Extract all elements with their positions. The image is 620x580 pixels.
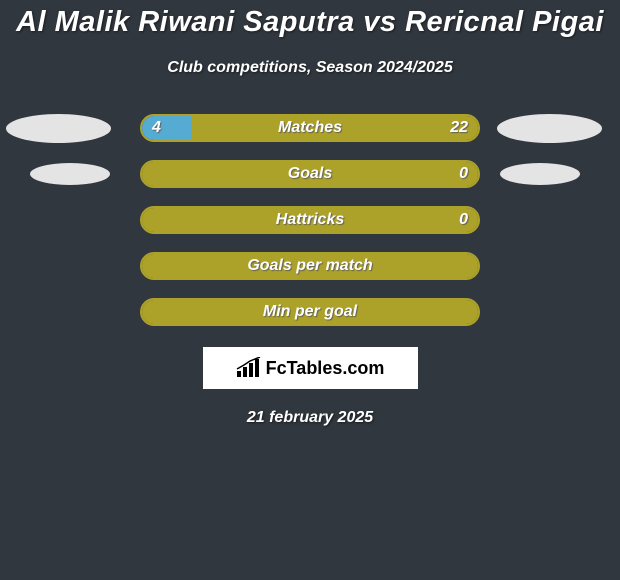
- logo-box: FcTables.com: [203, 347, 418, 389]
- player1-avatar-small: [30, 163, 110, 185]
- bar-right-value: 0: [459, 211, 468, 229]
- stat-row: 4 Matches 22: [0, 105, 620, 151]
- bars-icon: [236, 357, 262, 379]
- bar-left-fill: [142, 116, 192, 140]
- stat-row: Min per goal: [0, 289, 620, 335]
- player2-avatar-small: [500, 163, 580, 185]
- stat-bar-gpm: Goals per match: [140, 252, 480, 280]
- stat-row: Goals 0: [0, 151, 620, 197]
- player1-avatar: [6, 114, 111, 143]
- player2-avatar: [497, 114, 602, 143]
- stat-bar-hattricks: Hattricks 0: [140, 206, 480, 234]
- bar-label: Goals per match: [247, 257, 372, 275]
- page-title: Al Malik Riwani Saputra vs Rericnal Piga…: [0, 0, 620, 39]
- bar-left-value: 4: [152, 119, 161, 137]
- logo-text: FcTables.com: [266, 358, 385, 379]
- stat-row: Goals per match: [0, 243, 620, 289]
- bar-label: Hattricks: [276, 211, 344, 229]
- comparison-rows: 4 Matches 22 Goals 0 Hattricks 0 Goa: [0, 105, 620, 335]
- bar-right-value: 22: [450, 119, 468, 137]
- date-text: 21 february 2025: [0, 409, 620, 427]
- stat-bar-goals: Goals 0: [140, 160, 480, 188]
- bar-label: Matches: [278, 119, 342, 137]
- bar-label: Min per goal: [263, 303, 357, 321]
- stat-row: Hattricks 0: [0, 197, 620, 243]
- bar-right-value: 0: [459, 165, 468, 183]
- page-subtitle: Club competitions, Season 2024/2025: [0, 59, 620, 77]
- logo: FcTables.com: [236, 357, 385, 379]
- stat-bar-matches: 4 Matches 22: [140, 114, 480, 142]
- bar-label: Goals: [288, 165, 332, 183]
- stat-bar-mpg: Min per goal: [140, 298, 480, 326]
